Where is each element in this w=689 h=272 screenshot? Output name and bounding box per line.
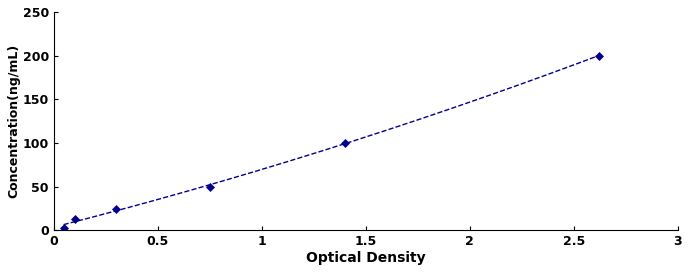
X-axis label: Optical Density: Optical Density [306,251,426,265]
Y-axis label: Concentration(ng/mL): Concentration(ng/mL) [7,44,20,198]
